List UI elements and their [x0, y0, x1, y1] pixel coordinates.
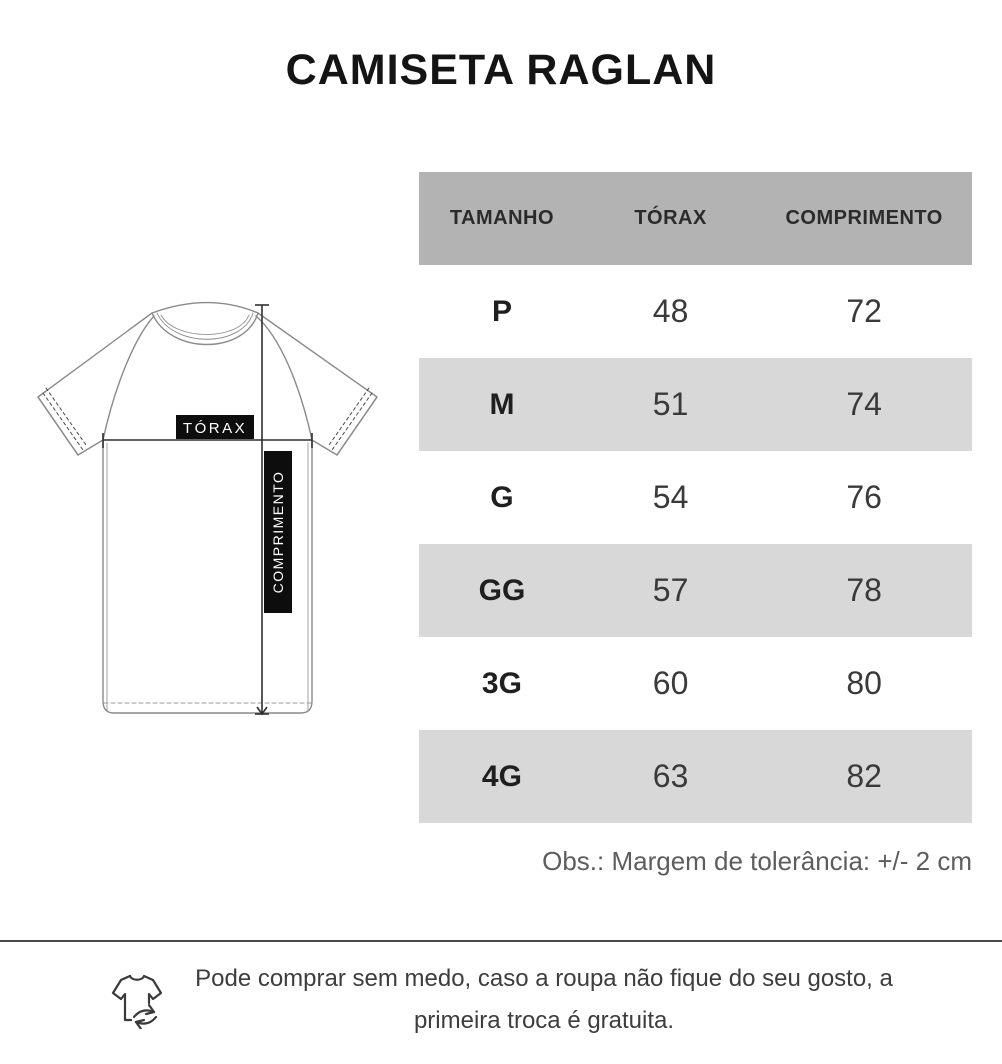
cell-torax: 63 — [652, 758, 689, 794]
tshirt-outline-drawing: TÓRAX COMPRIMENTO — [37, 301, 378, 716]
cell-torax: 60 — [652, 665, 689, 701]
comprimento-label: COMPRIMENTO — [264, 451, 292, 613]
cell-torax: 51 — [652, 386, 689, 422]
cell-comprimento: 74 — [846, 386, 882, 422]
size-table-body: P 48 72 M 51 74 G 54 76 GG 57 78 3G 60 80 4G 63 82 — [419, 265, 972, 823]
footer-divider — [0, 940, 1002, 942]
cell-size: 3G — [481, 666, 522, 700]
page-title: CAMISETA RAGLAN — [285, 46, 717, 94]
cell-size: GG — [478, 573, 526, 607]
svg-text:COMPRIMENTO: COMPRIMENTO — [270, 471, 286, 594]
table-row: M 51 74 — [419, 358, 972, 451]
chest-measure-line — [102, 433, 313, 448]
cell-comprimento: 76 — [846, 479, 882, 515]
length-measure-line — [255, 304, 269, 716]
tolerance-note: Obs.: Margem de tolerância: +/- 2 cm — [542, 846, 972, 876]
tshirt-exchange-icon — [112, 974, 163, 1029]
cell-torax: 48 — [652, 293, 689, 329]
cell-comprimento: 82 — [846, 758, 882, 794]
exchange-message: Pode comprar sem medo, caso a roupa não … — [195, 958, 893, 1042]
cell-torax: 57 — [652, 572, 689, 608]
torax-label: TÓRAX — [176, 415, 254, 439]
cell-size: 4G — [481, 759, 522, 793]
cell-torax: 54 — [652, 479, 689, 515]
table-row: 4G 63 82 — [419, 730, 972, 823]
exchange-message-line1: Pode comprar sem medo, caso a roupa não … — [195, 965, 893, 992]
table-row: P 48 72 — [419, 265, 972, 358]
cell-size: M — [489, 387, 515, 421]
size-table: TAMANHO TÓRAX COMPRIMENTO P 48 72 M 51 74 G 54 7… — [419, 172, 972, 823]
cell-comprimento: 78 — [846, 572, 882, 608]
size-table-header: TAMANHO TÓRAX COMPRIMENTO — [419, 172, 972, 265]
cell-size: P — [491, 294, 512, 328]
table-row: GG 57 78 — [419, 544, 972, 637]
table-row: G 54 76 — [419, 451, 972, 544]
header-tamanho: TAMANHO — [449, 207, 555, 229]
cell-comprimento: 80 — [846, 665, 882, 701]
cell-size: G — [490, 480, 514, 514]
header-comprimento: COMPRIMENTO — [785, 207, 943, 229]
table-row: 3G 60 80 — [419, 637, 972, 730]
header-torax: TÓRAX — [634, 207, 707, 229]
exchange-message-line2: primeira troca é gratuita. — [413, 1007, 675, 1034]
cell-comprimento: 72 — [846, 293, 882, 329]
svg-text:TÓRAX: TÓRAX — [183, 420, 247, 437]
footer: Pode comprar sem medo, caso a roupa não … — [0, 958, 1002, 1042]
tshirt-measurement-diagram: TÓRAX COMPRIMENTO — [15, 293, 400, 728]
